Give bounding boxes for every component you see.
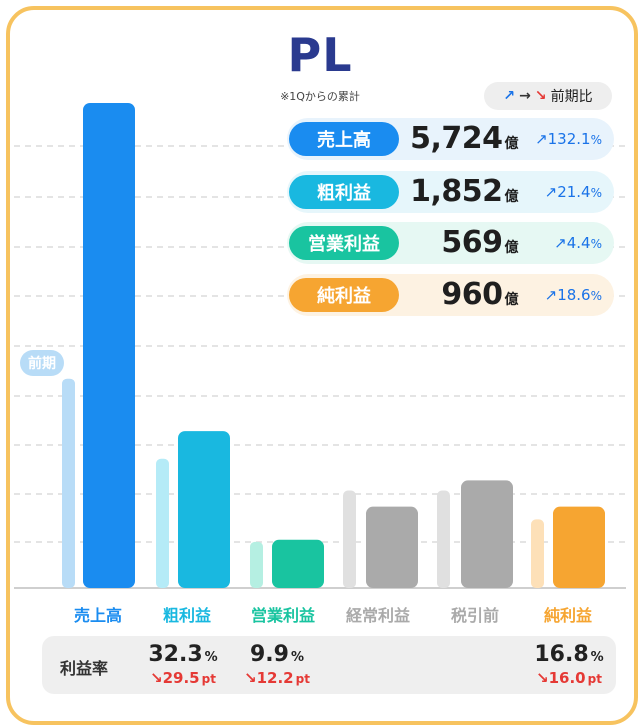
bar-previous bbox=[531, 519, 544, 588]
arrow-right-icon: → bbox=[519, 88, 531, 104]
category-label: 売上高 bbox=[73, 606, 122, 625]
previous-period-badge: 前期 bbox=[20, 350, 64, 376]
metric-yoy: ↗18.6% bbox=[544, 286, 602, 304]
bar-current bbox=[178, 431, 230, 588]
trend-down-icon: ↘ bbox=[244, 669, 257, 687]
metric-value: 5,724 億 bbox=[410, 121, 518, 156]
margin-cell: 32.3% ↘29.5 pt bbox=[128, 642, 238, 687]
category-label: 営業利益 bbox=[250, 606, 315, 625]
metric-value: 1,852 億 bbox=[410, 174, 518, 209]
bar-current bbox=[553, 506, 605, 588]
margin-value: 16.8% bbox=[534, 642, 604, 667]
metric-label: 粗利益 bbox=[289, 175, 399, 209]
trend-down-icon: ↘ bbox=[534, 88, 547, 104]
bar-previous bbox=[437, 490, 450, 588]
margin-value: 32.3% bbox=[148, 642, 218, 667]
bar-previous bbox=[250, 541, 263, 588]
margin-change: ↘12.2 pt bbox=[244, 669, 310, 687]
yoy-legend-pill: ↗ → ↘ 前期比 bbox=[484, 82, 612, 110]
margin-change: ↘16.0 pt bbox=[536, 669, 602, 687]
bar-current bbox=[366, 506, 418, 588]
margin-change: ↘29.5 pt bbox=[150, 669, 216, 687]
metric-row-net-profit: 純利益 960 億 ↗18.6% bbox=[287, 274, 614, 316]
category-label: 純利益 bbox=[543, 606, 592, 625]
bar-current bbox=[461, 480, 513, 588]
trend-up-icon: ↗ bbox=[544, 183, 558, 201]
bar-previous bbox=[62, 378, 75, 588]
metric-yoy: ↗21.4% bbox=[544, 183, 602, 201]
metric-row-gross-profit: 粗利益 1,852 億 ↗21.4% bbox=[287, 171, 614, 213]
margin-title: 利益率 bbox=[60, 659, 109, 678]
bar-current bbox=[272, 539, 324, 588]
metric-label: 営業利益 bbox=[289, 226, 399, 260]
bar-previous bbox=[343, 490, 356, 588]
bar-previous bbox=[156, 458, 169, 588]
trend-down-icon: ↘ bbox=[150, 669, 163, 687]
margin-value: 9.9% bbox=[249, 642, 304, 667]
trend-up-icon: ↗ bbox=[503, 88, 516, 104]
trend-down-icon: ↘ bbox=[536, 669, 549, 687]
bar-current bbox=[83, 103, 135, 588]
cumulative-note: ※1Qからの累計 bbox=[280, 90, 360, 103]
metric-yoy: ↗4.4% bbox=[554, 234, 602, 252]
trend-up-icon: ↗ bbox=[535, 130, 548, 148]
metric-value: 960 億 bbox=[441, 277, 518, 312]
trend-up-icon: ↗ bbox=[544, 286, 558, 304]
category-label: 経常利益 bbox=[345, 606, 410, 625]
metric-row-operating-profit: 営業利益 569 億 ↗4.4% bbox=[287, 222, 614, 264]
category-label: 粗利益 bbox=[162, 606, 211, 625]
yoy-legend-label: 前期比 bbox=[550, 89, 593, 105]
margin-cell: 9.9% ↘12.2 pt bbox=[222, 642, 332, 687]
metric-yoy: ↗132.1% bbox=[535, 130, 602, 148]
metric-label: 売上高 bbox=[289, 122, 399, 156]
metric-value: 569 億 bbox=[441, 225, 518, 260]
margin-panel bbox=[42, 636, 616, 694]
margin-cell: 16.8% ↘16.0 pt bbox=[514, 642, 624, 687]
metric-label: 純利益 bbox=[289, 278, 399, 312]
metric-row-sales: 売上高 5,724 億 ↗132.1% bbox=[287, 118, 614, 160]
trend-up-icon: ↗ bbox=[554, 234, 567, 252]
page-title: PL bbox=[287, 28, 353, 82]
category-label: 税引前 bbox=[450, 606, 499, 625]
